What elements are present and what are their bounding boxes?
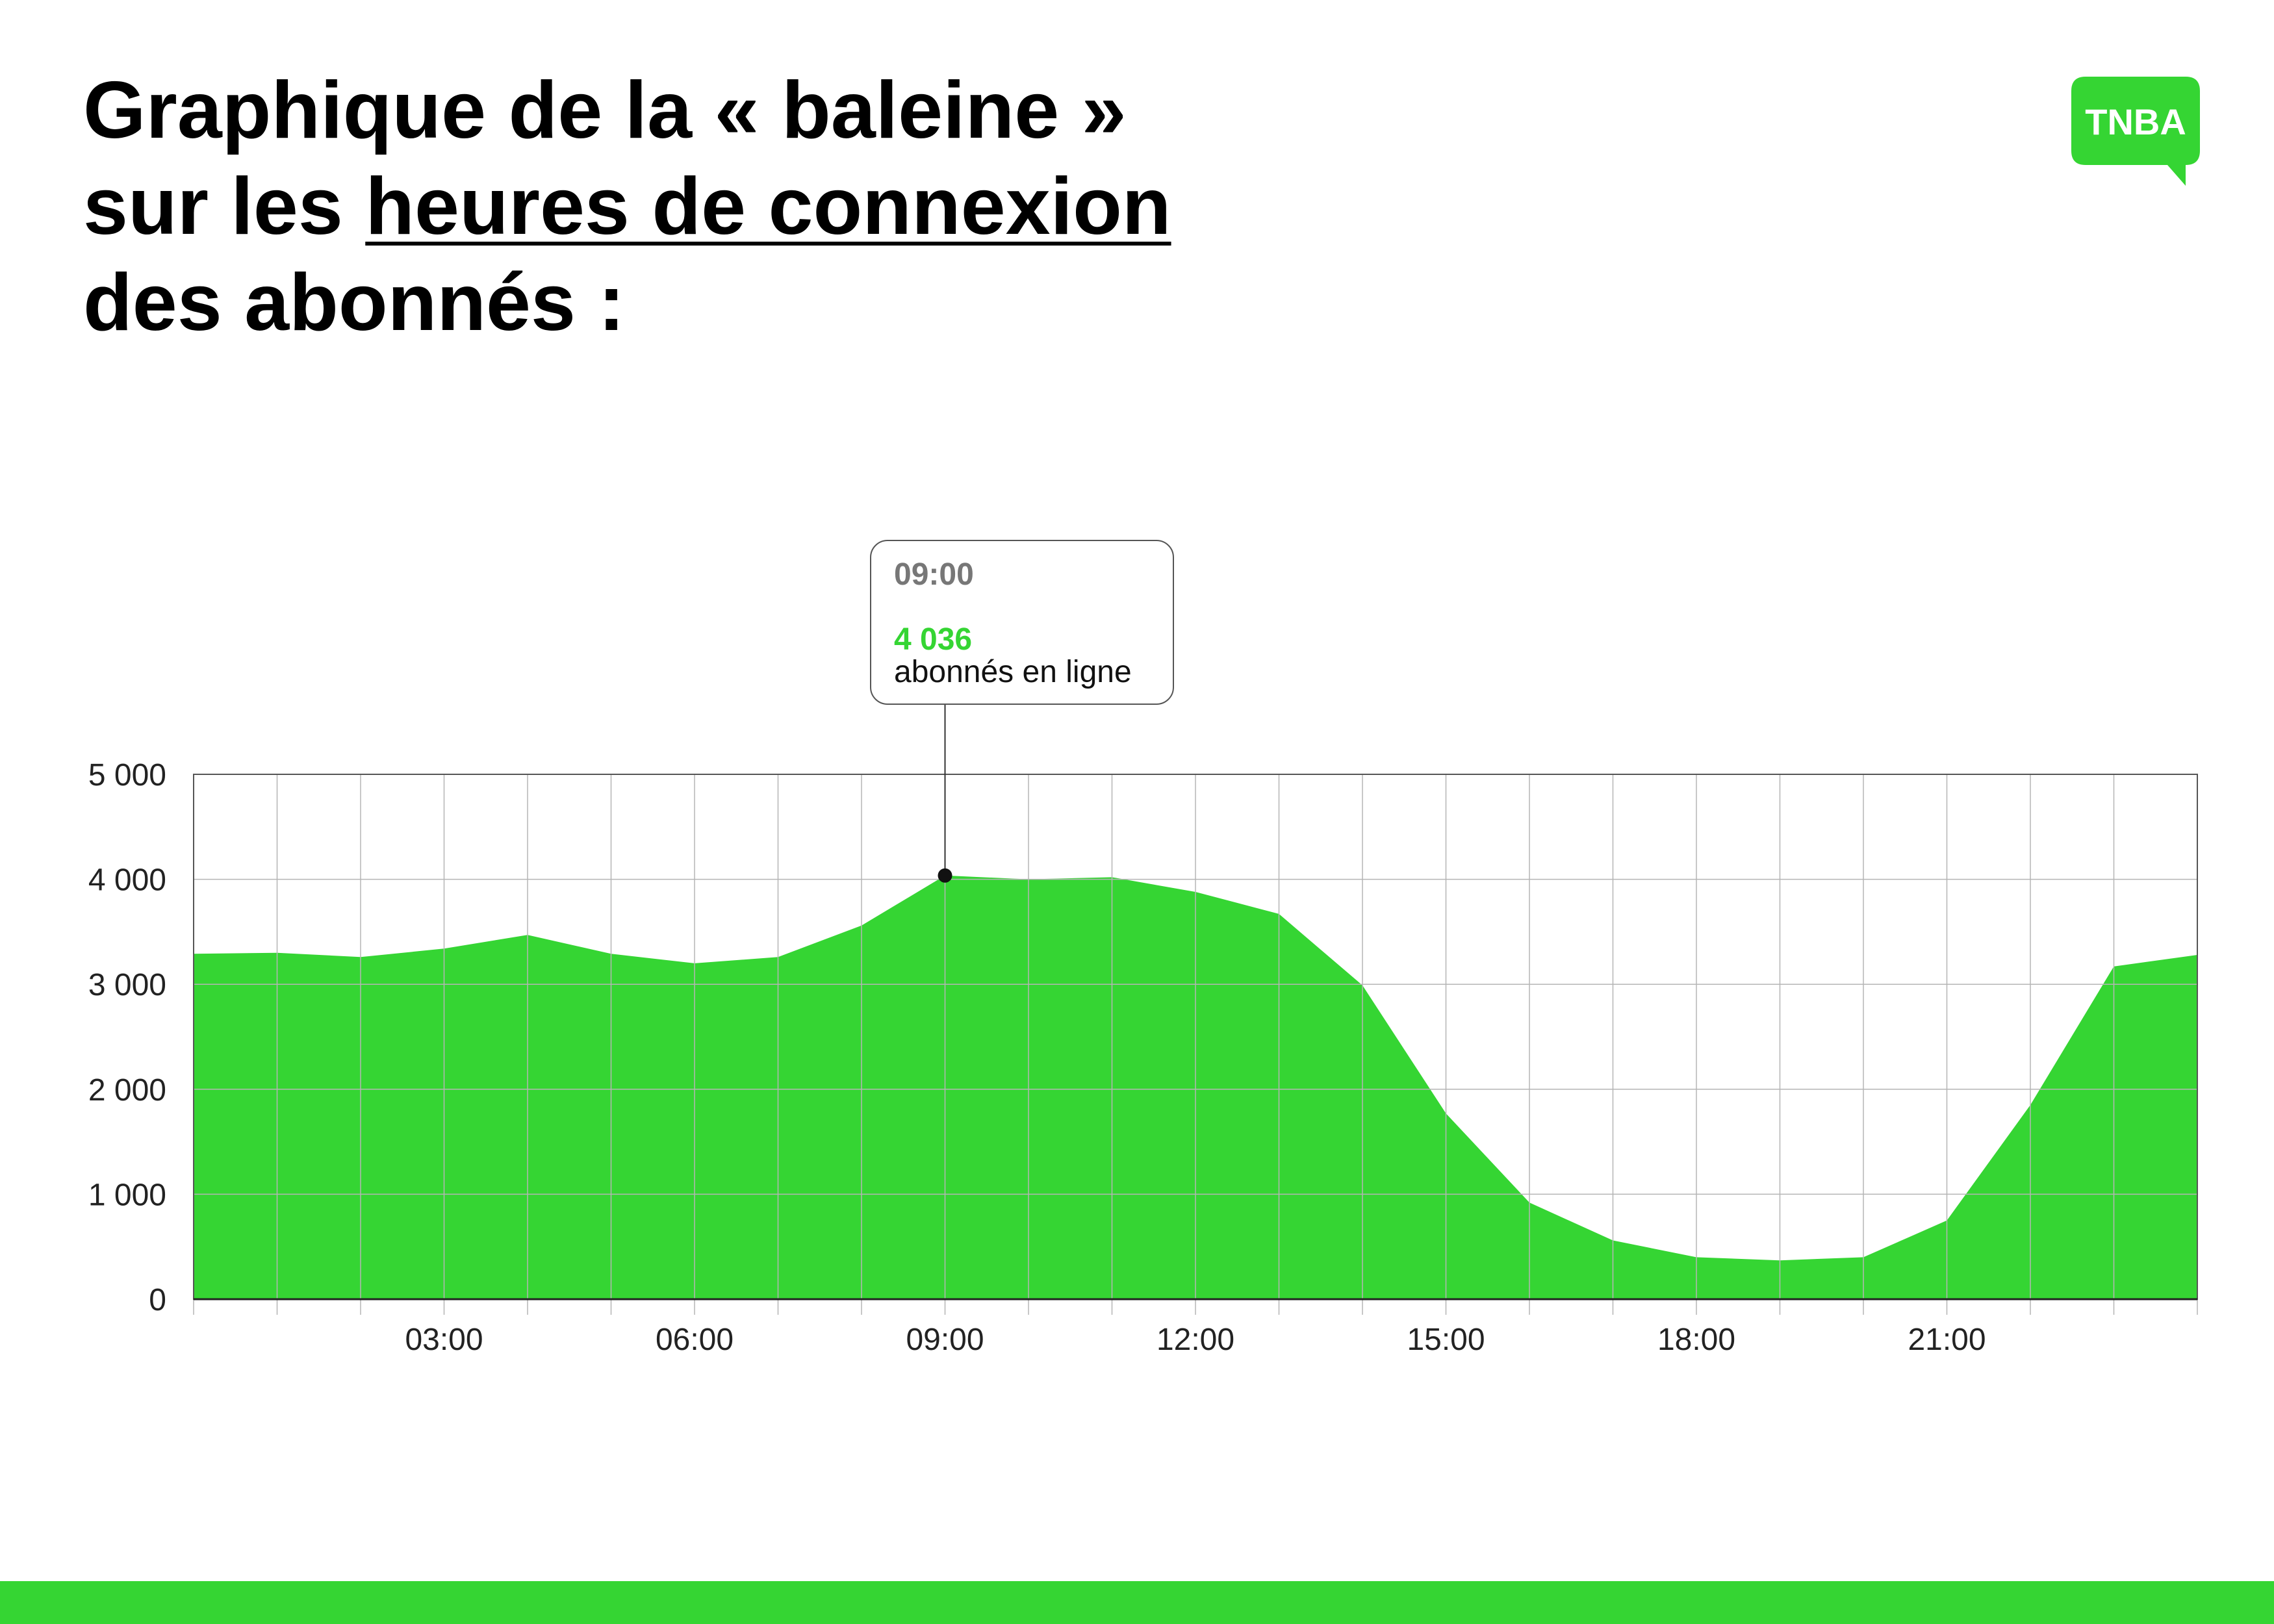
title-line-3: des abonnés : bbox=[83, 258, 625, 348]
chart-x-axis-labels: 03:00 06:00 09:00 12:00 15:00 18:00 21:00 bbox=[405, 1323, 1986, 1357]
x-tick-label: 15:00 bbox=[1407, 1323, 1485, 1357]
title-line-2-underlined: heures de connexion bbox=[365, 162, 1171, 251]
y-tick-label: 2 000 bbox=[88, 1073, 166, 1108]
title-line-2: sur les heures de connexion bbox=[83, 159, 1171, 255]
x-tick-label: 18:00 bbox=[1657, 1323, 1735, 1357]
logo-text: TNBA bbox=[2085, 101, 2186, 142]
y-tick-label: 1 000 bbox=[88, 1178, 166, 1212]
y-tick-label: 0 bbox=[149, 1283, 166, 1317]
x-tick-label: 21:00 bbox=[1908, 1323, 1986, 1357]
x-tick-label: 03:00 bbox=[405, 1323, 483, 1357]
y-tick-label: 4 000 bbox=[88, 863, 166, 898]
title-line-1: Graphique de la « baleine » bbox=[83, 66, 1127, 155]
tooltip-time-label: 09:00 bbox=[894, 557, 974, 592]
bottom-accent-bar bbox=[0, 1581, 2274, 1624]
page-title: Graphique de la « baleine » sur les heur… bbox=[83, 62, 1171, 351]
tooltip-description-label: abonnés en ligne bbox=[894, 655, 1132, 689]
y-tick-label: 5 000 bbox=[88, 758, 166, 793]
chart-y-axis-labels: 0 1 000 2 000 3 000 4 000 5 000 bbox=[88, 758, 166, 1317]
x-tick-label: 09:00 bbox=[906, 1323, 984, 1357]
tooltip-value-label: 4 036 bbox=[894, 622, 972, 657]
speech-bubble-logo-icon bbox=[2071, 77, 2200, 186]
chart-grid bbox=[193, 774, 2198, 1315]
y-tick-label: 3 000 bbox=[88, 968, 166, 1002]
x-tick-label: 12:00 bbox=[1156, 1323, 1234, 1357]
title-line-2-prefix: sur les bbox=[83, 162, 366, 251]
annotation-marker bbox=[938, 868, 952, 883]
x-tick-label: 06:00 bbox=[656, 1323, 734, 1357]
annotation-tooltip-box bbox=[870, 540, 1174, 705]
tnba-logo: TNBA bbox=[2071, 77, 2200, 186]
